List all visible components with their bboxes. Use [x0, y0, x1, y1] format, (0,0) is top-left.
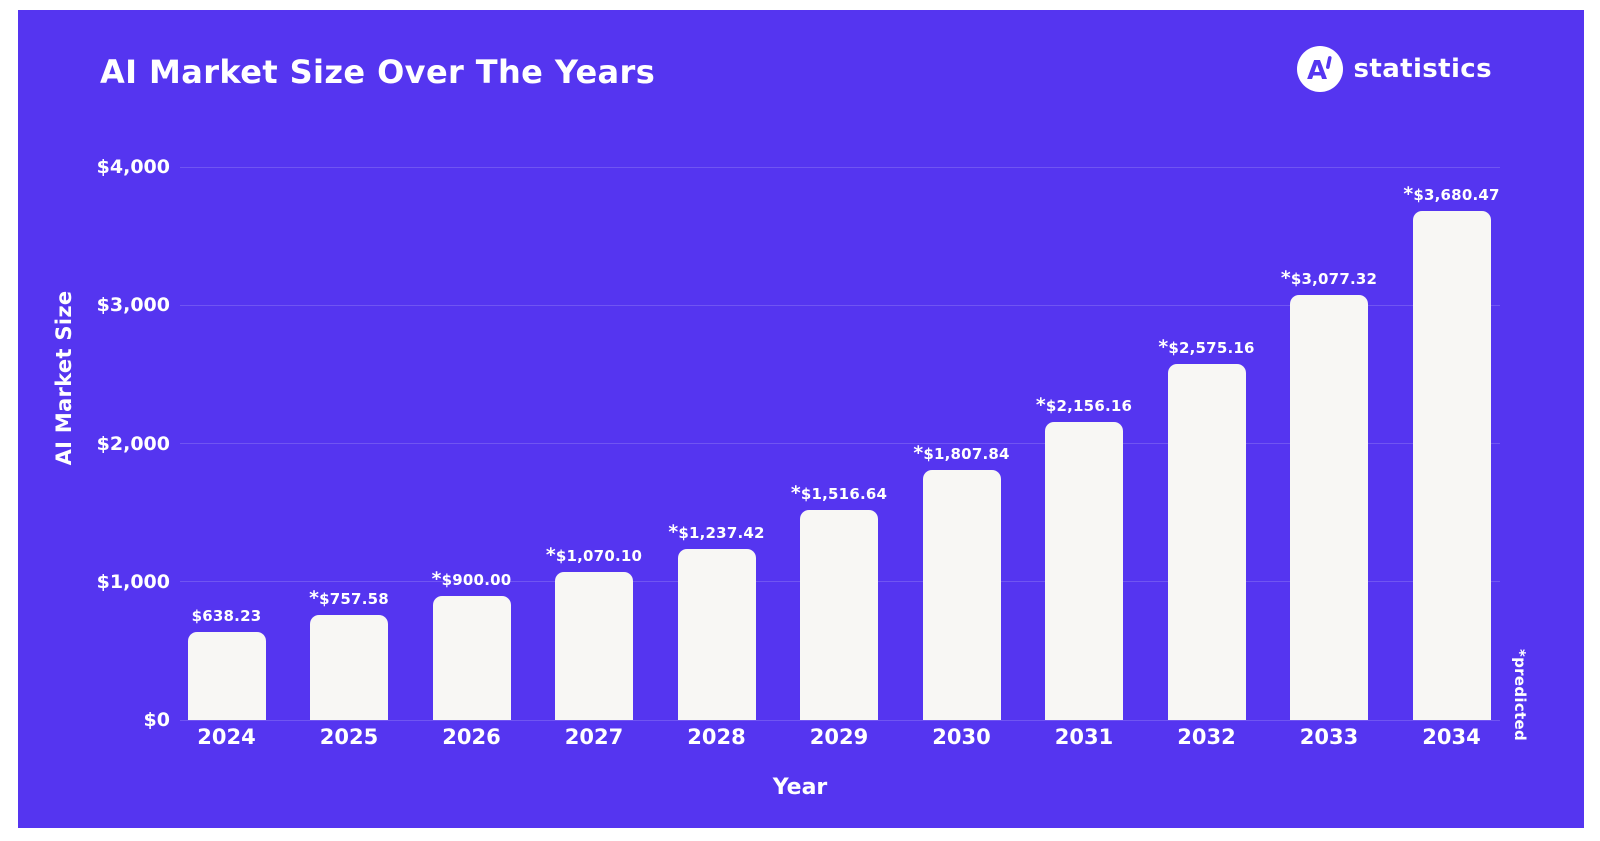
bar-value-label-2034: *$3,680.47 [1403, 184, 1500, 206]
predicted-asterisk: * [431, 568, 442, 590]
predicted-asterisk: * [913, 443, 924, 465]
x-tick-label-2025: 2025 [319, 725, 379, 749]
gridline-4000 [180, 166, 1500, 168]
predicted-asterisk: * [1403, 184, 1414, 206]
bar-2032 [1167, 363, 1246, 720]
x-tick-label-2031: 2031 [1054, 725, 1114, 749]
predicted-asterisk: * [1158, 336, 1169, 358]
brand-monogram-icon: A [1296, 46, 1343, 92]
bar-value-label-2033: *$3,077.32 [1280, 267, 1378, 289]
x-tick-label-2029: 2029 [809, 725, 869, 749]
x-tick-label-2027: 2027 [564, 725, 624, 749]
predicted-asterisk: * [1280, 267, 1291, 289]
predicted-asterisk: * [1035, 394, 1046, 416]
y-tick-label-1000: $1,000 [96, 570, 170, 593]
bar-2028 [677, 548, 756, 720]
gridline-2000 [180, 443, 1500, 444]
bar-value-label-2025: *$757.58 [309, 588, 389, 610]
bar-value-label-2027: *$1,070.10 [545, 545, 643, 567]
x-tick-label-2034: 2034 [1422, 725, 1481, 749]
predicted-asterisk: * [668, 521, 679, 543]
x-tick-label-2024: 2024 [197, 725, 256, 749]
bar-2033 [1290, 294, 1368, 720]
bar-2034 [1412, 211, 1491, 720]
x-tick-label-2032: 2032 [1177, 725, 1236, 749]
y-tick-label-3000: $3,000 [96, 294, 170, 317]
bar-value-label-2028: *$1,237.42 [668, 521, 765, 543]
chart-title: AI Market Size Over The Years [100, 53, 656, 91]
gridline-3000 [180, 304, 1500, 306]
brand-logo-text: statistics [1353, 54, 1492, 84]
plot-area: $638.23 2024 *$757.58 2025 *$900.00 2026 *$1,0… [180, 166, 1500, 749]
predicted-asterisk: * [309, 588, 320, 610]
bar-value-label-2029: *$1,516.64 [790, 483, 888, 505]
y-tick-label-4000: $4,000 [96, 156, 170, 178]
bar-value-label-2031: *$2,156.16 [1035, 394, 1133, 416]
y-tick-label-2000: $2,000 [96, 432, 170, 455]
brand-logo: A statistics [1296, 46, 1493, 92]
x-tick-label-2028: 2028 [687, 725, 746, 749]
x-axis-title: Year [772, 775, 828, 800]
gridline-0 [180, 719, 1500, 721]
x-tick-label-2033: 2033 [1299, 725, 1359, 749]
bar-2027 [555, 572, 633, 720]
bar-2031 [1045, 421, 1123, 720]
bar-value-label-2030: *$1,807.84 [913, 443, 1010, 465]
x-tick-label-2026: 2026 [442, 725, 501, 749]
chart-card: AI Market Size Over The Years A statisti… [18, 10, 1584, 828]
brand-monogram-letter: A [1306, 56, 1326, 86]
bar-2029 [800, 510, 878, 720]
predicted-asterisk: * [790, 483, 801, 505]
bar-value-label-2032: *$2,575.16 [1158, 336, 1255, 358]
predicted-annotation: *predicted [1511, 648, 1529, 742]
x-tick-label-2030: 2030 [932, 725, 991, 749]
bar-2026 [432, 595, 511, 720]
y-tick-label-0: $0 [143, 709, 170, 731]
bar-value-label-2026: *$900.00 [431, 568, 512, 590]
predicted-asterisk: * [545, 545, 556, 567]
bar-2024 [187, 631, 266, 720]
bar-2030 [922, 470, 1001, 720]
bar-2025 [310, 615, 388, 720]
bar-value-label-2024: $638.23 [191, 606, 262, 625]
